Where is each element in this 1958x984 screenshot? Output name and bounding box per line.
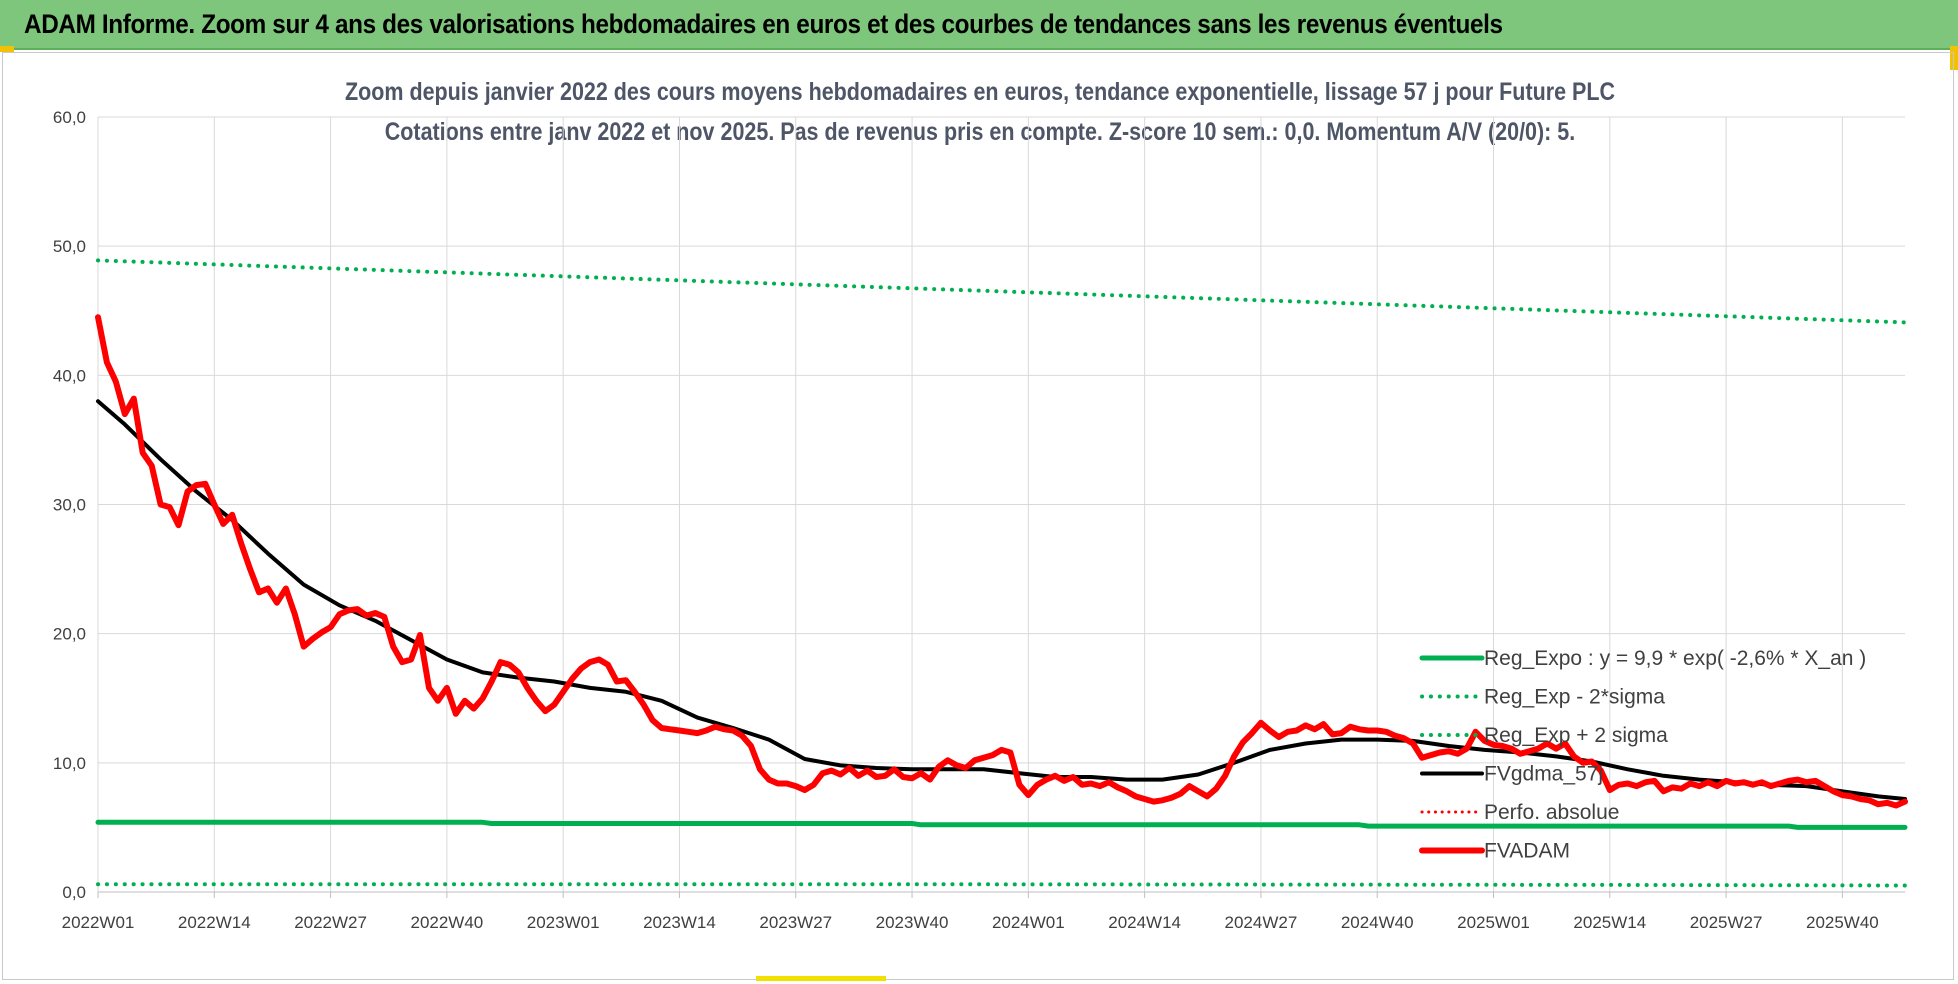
legend-label: FVADAM: [1484, 840, 1570, 863]
x-tick-label: 2024W01: [992, 913, 1065, 932]
series-line-2: [96, 258, 1907, 325]
x-tick-label: 2025W40: [1806, 913, 1879, 932]
x-tick-label: 2024W14: [1108, 913, 1181, 932]
banner-corner-accent: [0, 46, 14, 52]
legend-label: Perfo. absolue: [1484, 801, 1619, 824]
x-tick-label: 2025W01: [1457, 913, 1530, 932]
y-tick-label: 0,0: [62, 883, 86, 902]
series-line-5: [95, 314, 1908, 809]
y-tick-label: 40,0: [53, 366, 86, 385]
y-tick-label: 10,0: [53, 754, 86, 773]
legend-label: Reg_Exp + 2 sigma: [1484, 724, 1668, 747]
x-tick-label: 2025W14: [1573, 913, 1646, 932]
x-tick-label: 2022W14: [178, 913, 251, 932]
series-line-0: [95, 819, 1908, 830]
x-tick-label: 2025W27: [1690, 913, 1763, 932]
report-title: ADAM Informe. Zoom sur 4 ans des valoris…: [24, 9, 1503, 39]
x-tick-label: 2023W01: [527, 913, 600, 932]
legend-label: Reg_Exp - 2*sigma: [1484, 686, 1665, 709]
chart-title: Zoom depuis janvier 2022 des cours moyen…: [344, 78, 1616, 106]
x-tick-label: 2022W27: [294, 913, 367, 932]
x-tick-label: 2023W40: [876, 913, 949, 932]
axis-layer: 0,0 10,0 20,0 30,0 40,0 50,0 60,0 2022W01 2022W1…: [53, 108, 1905, 932]
series-line-3: [96, 399, 1907, 801]
x-tick-label: 2023W27: [759, 913, 832, 932]
x-tick-label: 2024W40: [1341, 913, 1414, 932]
legend-label: FVgdma_57j: [1484, 763, 1603, 786]
banner-corner-accent-right: [1950, 46, 1958, 70]
series-line-1: [96, 882, 1907, 888]
series-layer: [95, 258, 1908, 888]
y-tick-label: 60,0: [53, 108, 86, 127]
x-tick-label: 2022W40: [410, 913, 483, 932]
legend-label: Reg_Expo : y = 9,9 * exp( -2,6% * X_an ): [1484, 647, 1866, 670]
y-tick-label: 30,0: [53, 496, 86, 515]
x-tick-label: 2023W14: [643, 913, 716, 932]
grid-layer: [97, 116, 1905, 893]
y-tick-label: 20,0: [53, 625, 86, 644]
legend: Reg_Expo : y = 9,9 * exp( -2,6% * X_an )…: [1419, 647, 1866, 863]
y-tick-label: 50,0: [53, 237, 86, 256]
x-tick-label: 2022W01: [62, 913, 135, 932]
x-tick-label: 2024W27: [1225, 913, 1298, 932]
report-banner: ADAM Informe. Zoom sur 4 ans des valoris…: [0, 0, 1958, 50]
chart-frame: [2, 52, 1954, 980]
bottom-marker: [756, 976, 886, 981]
